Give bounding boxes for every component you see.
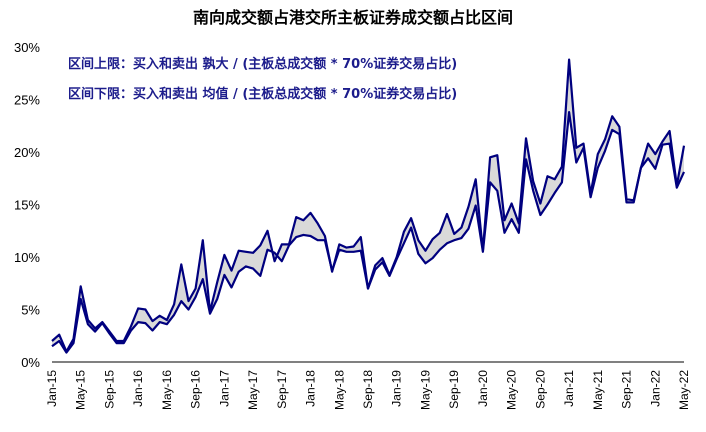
x-tick-label: Jan-18 bbox=[304, 370, 318, 407]
annotation-upper: 区间上限：买入和卖出 孰大 / (主板总成交额 * 70%证券交易占比) bbox=[68, 56, 457, 72]
y-tick-label: 10% bbox=[14, 250, 40, 265]
x-tick-label: May-17 bbox=[246, 370, 260, 410]
series-lower-line bbox=[51, 111, 686, 354]
x-tick-label: May-22 bbox=[677, 370, 691, 410]
x-tick-label: May-19 bbox=[418, 370, 432, 410]
x-tick-label: Jan-15 bbox=[45, 370, 59, 407]
x-tick-label: Sep-17 bbox=[275, 370, 289, 409]
x-tick-label: Jan-20 bbox=[476, 370, 490, 407]
x-tick-label: Jan-22 bbox=[648, 370, 662, 407]
series-upper-line bbox=[51, 58, 686, 353]
x-tick-label: Jan-17 bbox=[217, 370, 231, 407]
y-tick-label: 20% bbox=[14, 145, 40, 160]
y-tick-label: 5% bbox=[21, 303, 40, 318]
x-tick-label: Jan-21 bbox=[562, 370, 576, 407]
x-tick-label: Sep-16 bbox=[189, 370, 203, 409]
x-tick-label: Jan-19 bbox=[390, 370, 404, 407]
annotation-lower: 区间下限：买入和卖出 均值 / (主板总成交额 * 70%证券交易占比) bbox=[68, 86, 457, 102]
x-tick-label: May-21 bbox=[591, 370, 605, 410]
x-tick-label: May-16 bbox=[160, 370, 174, 410]
x-tick-label: Sep-21 bbox=[620, 370, 634, 409]
range-band-fill bbox=[52, 59, 684, 353]
y-tick-label: 15% bbox=[14, 198, 40, 213]
y-tick-label: 25% bbox=[14, 93, 40, 108]
y-axis-labels: 0% 5% 10% 15% 20% 25% 30% bbox=[14, 40, 40, 370]
x-tick-label: May-20 bbox=[505, 370, 519, 410]
y-tick-label: 0% bbox=[21, 355, 40, 370]
x-tick-label: Sep-15 bbox=[102, 370, 116, 409]
y-tick-label: 30% bbox=[14, 40, 40, 55]
x-tick-label: Sep-19 bbox=[447, 370, 461, 409]
chart-title: 南向成交额占港交所主板证券成交额占比区间 bbox=[192, 8, 513, 27]
x-tick-label: Sep-20 bbox=[533, 370, 547, 409]
x-tick-label: May-18 bbox=[332, 370, 346, 410]
x-tick-label: May-15 bbox=[74, 370, 88, 410]
x-axis-labels: Jan-15 May-15 Sep-15 Jan-16 May-16 Sep-16 Jan-… bbox=[45, 370, 691, 410]
x-tick-label: Sep-18 bbox=[361, 370, 375, 409]
x-tick-label: Jan-16 bbox=[131, 370, 145, 407]
